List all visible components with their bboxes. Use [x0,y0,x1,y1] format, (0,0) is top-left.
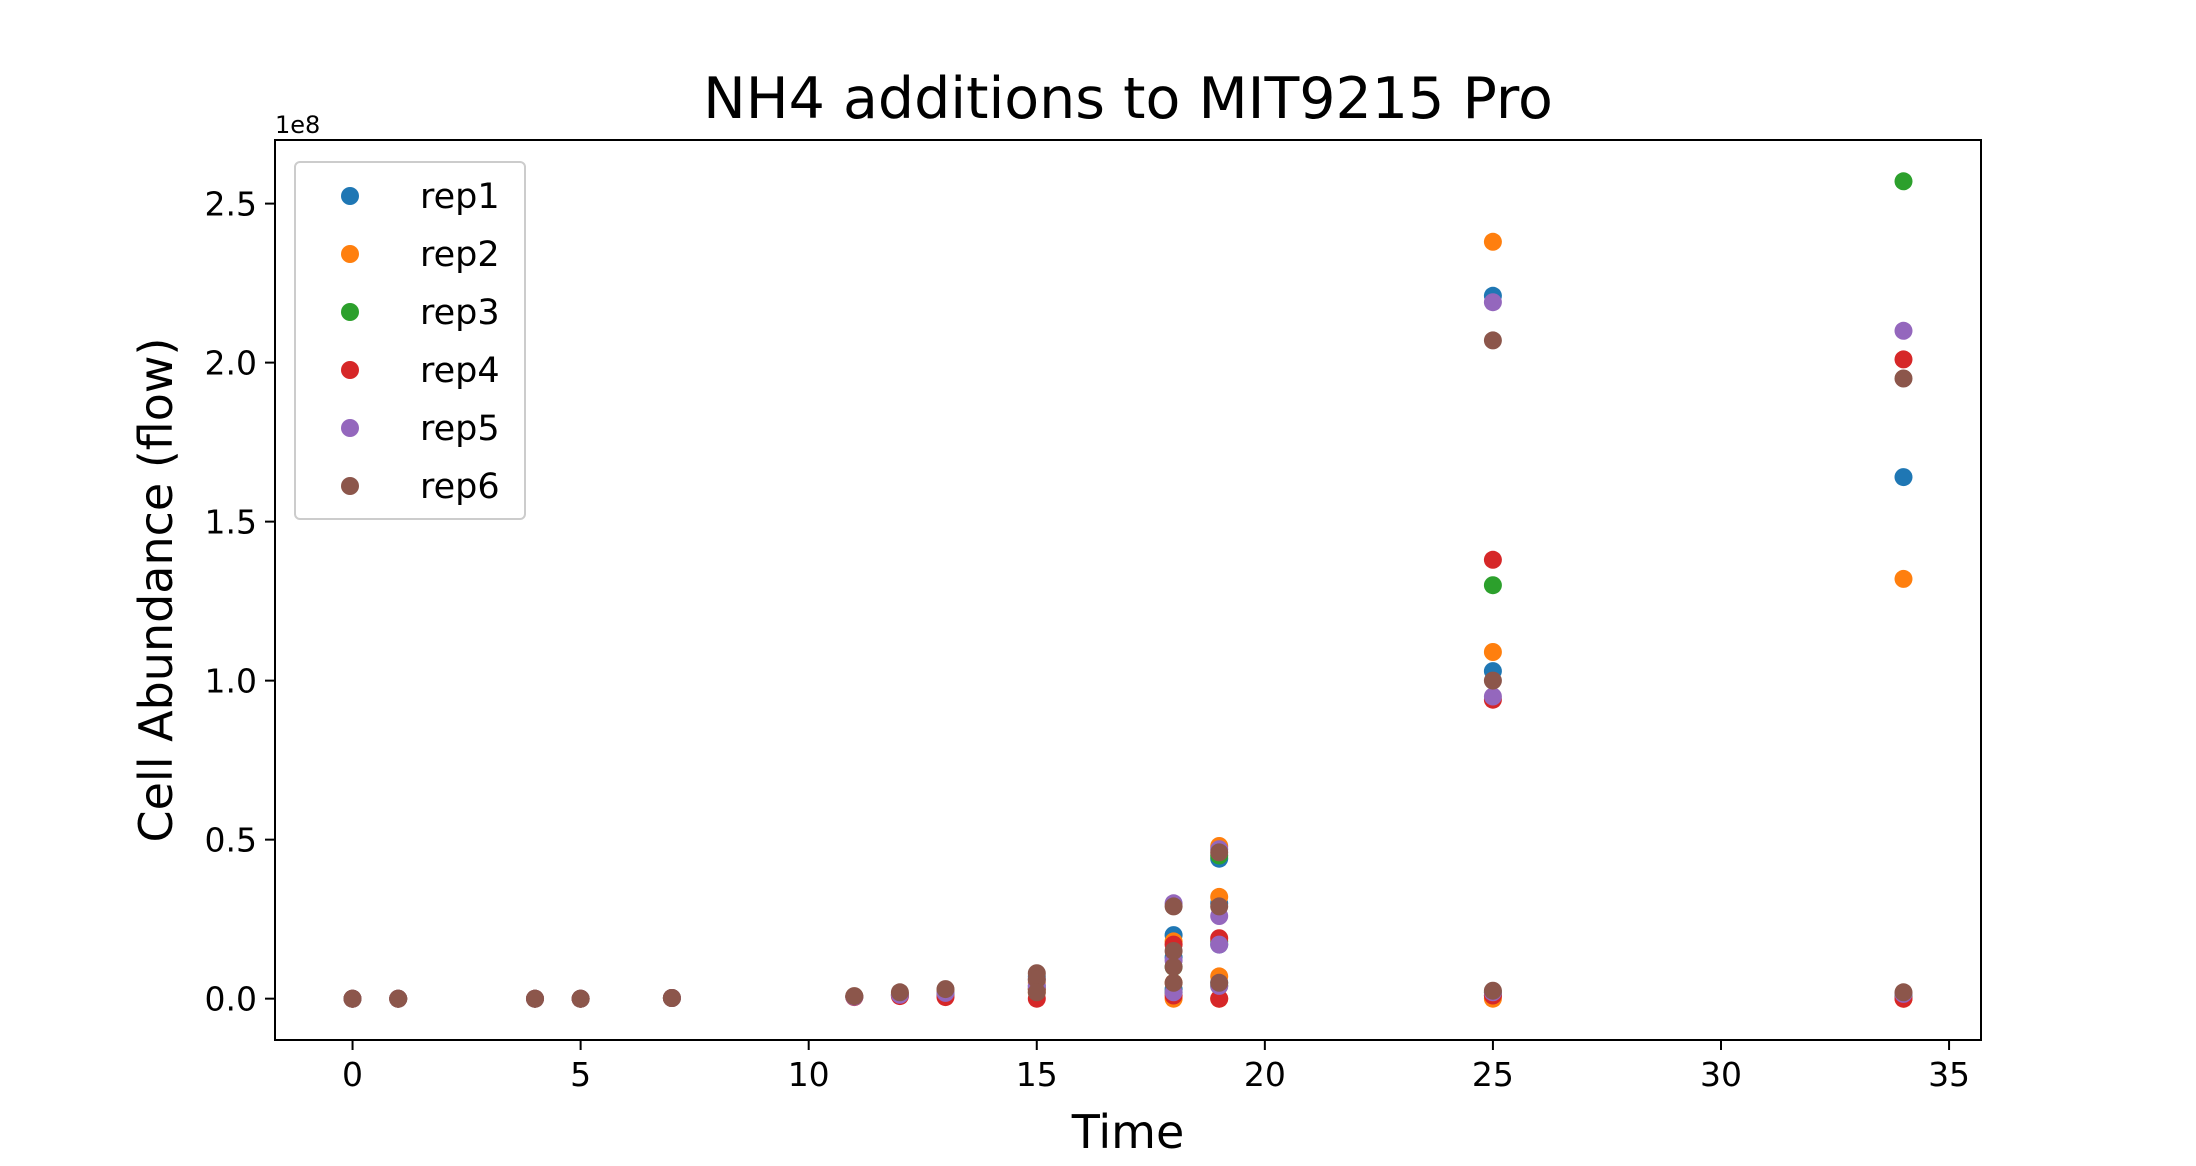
point-rep6-5 [845,987,864,1006]
points-layer [343,172,1913,1008]
point-rep5-17 [1483,293,1502,312]
point-rep5-20 [1894,321,1913,340]
point-rep6-13 [1164,957,1183,976]
point-rep6-19 [1483,671,1502,690]
point-rep5-15 [1210,935,1229,954]
legend-label-rep1: rep1 [420,177,500,217]
point-rep6-15 [1210,843,1229,862]
x-tick-label-2: 10 [788,1055,830,1094]
point-rep6-14 [1164,973,1183,992]
y-offset-label: 1e8 [275,111,320,139]
legend-marker-rep2 [341,245,359,263]
x-tick-label-5: 25 [1472,1055,1514,1094]
y-axis-ticks: 0.0 0.5 1.0 1.5 2.0 2.5 [205,185,275,1019]
legend-label-rep3: rep3 [420,293,500,333]
y-axis-label: Cell Abundance (flow) [129,338,183,843]
x-tick-label-3: 15 [1016,1055,1058,1094]
x-axis-label: Time [1071,1105,1185,1159]
point-rep6-17 [1210,973,1229,992]
point-rep6-7 [936,980,955,999]
y-tick-label-2: 1.0 [205,662,257,701]
y-tick-label-0: 0.0 [205,980,257,1019]
y-tick-label-1: 0.5 [205,821,257,860]
y-tick-label-4: 2.0 [205,344,257,383]
point-rep4-14 [1483,550,1502,569]
chart-title: NH4 additions to MIT9215 Pro [703,66,1553,132]
x-tick-label-7: 35 [1928,1055,1970,1094]
point-rep6-12 [1164,942,1183,960]
point-rep2-17 [1483,232,1502,251]
point-rep6-16 [1210,897,1229,916]
point-rep5-18 [1483,687,1502,706]
x-tick-label-0: 0 [342,1055,363,1094]
point-rep6-11 [1164,897,1183,916]
y-tick-label-3: 1.5 [205,503,257,542]
point-rep6-22 [1894,983,1913,1002]
legend-marker-rep1 [341,187,359,205]
point-rep6-9 [1027,970,1046,989]
legend-label-rep5: rep5 [420,409,500,449]
point-rep6-1 [389,989,408,1008]
x-tick-label-6: 30 [1700,1055,1742,1094]
point-rep3-16 [1894,172,1913,191]
point-rep6-2 [526,989,544,1008]
legend-label-rep2: rep2 [420,235,500,275]
legend-label-rep6: rep6 [420,467,500,507]
point-rep6-6 [890,983,909,1002]
legend-marker-rep5 [341,419,359,437]
point-rep4-13 [1210,989,1229,1008]
point-rep2-20 [1894,569,1913,588]
legend-marker-rep3 [341,303,359,321]
point-rep3-14 [1483,576,1502,595]
y-tick-label-5: 2.5 [205,185,257,224]
x-tick-label-4: 20 [1244,1055,1286,1094]
point-rep6-18 [1483,331,1502,350]
x-axis-ticks: 0 5 10 15 20 25 30 35 [342,1040,1970,1094]
point-rep6-3 [571,989,590,1008]
point-rep6-4 [662,989,681,1007]
x-tick-label-1: 5 [570,1055,591,1094]
point-rep6-20 [1483,981,1502,1000]
point-rep6-0 [343,989,362,1008]
point-rep1-20 [1894,468,1913,487]
point-rep2-18 [1483,643,1502,661]
legend-marker-rep6 [341,477,359,495]
point-rep4-17 [1894,350,1913,369]
plot-frame [274,139,1982,1041]
point-rep6-10 [1027,983,1046,1002]
legend-marker-rep4 [341,361,359,379]
point-rep6-21 [1894,369,1913,388]
legend: rep1 rep2 rep3 rep4 rep5 rep6 [294,161,526,520]
legend-label-rep4: rep4 [420,351,500,391]
